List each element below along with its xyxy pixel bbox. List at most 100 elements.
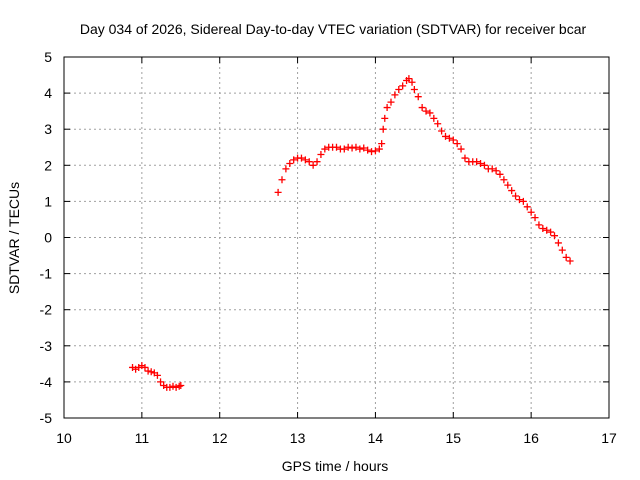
data-point bbox=[488, 165, 496, 173]
y-tick-label: -4 bbox=[40, 374, 53, 390]
data-point bbox=[381, 114, 389, 122]
data-point bbox=[175, 382, 183, 390]
y-tick-label: 2 bbox=[44, 157, 52, 173]
data-point bbox=[278, 176, 286, 184]
data-point bbox=[391, 91, 399, 99]
series-2 bbox=[274, 75, 574, 265]
data-point bbox=[547, 228, 555, 236]
data-point bbox=[438, 127, 446, 135]
series-1 bbox=[129, 362, 185, 391]
x-axis-label: GPS time / hours bbox=[282, 458, 389, 474]
y-tick-label: -1 bbox=[40, 266, 53, 282]
data-point bbox=[356, 145, 364, 153]
x-tick-label: 14 bbox=[368, 430, 384, 446]
y-tick-label: 0 bbox=[44, 230, 52, 246]
data-point bbox=[360, 144, 368, 152]
data-point bbox=[166, 383, 174, 391]
data-point bbox=[368, 148, 376, 156]
data-point bbox=[321, 145, 329, 153]
data-point bbox=[348, 144, 356, 152]
data-point bbox=[290, 156, 298, 164]
data-point bbox=[449, 136, 457, 144]
data-point bbox=[531, 214, 539, 222]
data-point bbox=[383, 104, 391, 112]
data-point bbox=[144, 367, 152, 375]
data-point bbox=[418, 104, 426, 112]
x-tick-label: 13 bbox=[290, 430, 306, 446]
data-point bbox=[305, 158, 313, 166]
data-point bbox=[387, 98, 395, 106]
data-point bbox=[399, 82, 407, 90]
data-point bbox=[477, 159, 485, 167]
data-point bbox=[177, 382, 185, 390]
data-point bbox=[539, 224, 547, 232]
data-point bbox=[282, 165, 290, 173]
data-point bbox=[379, 125, 387, 133]
data-point bbox=[453, 140, 461, 148]
y-tick-label: 5 bbox=[44, 49, 52, 65]
data-point bbox=[371, 147, 379, 155]
data-point bbox=[317, 150, 325, 158]
x-tick-label: 11 bbox=[135, 430, 150, 446]
data-point bbox=[378, 140, 386, 148]
data-point bbox=[301, 156, 309, 164]
data-point bbox=[480, 161, 488, 169]
data-point bbox=[519, 197, 527, 205]
data-point bbox=[543, 226, 551, 234]
y-tick-label: -3 bbox=[40, 338, 53, 354]
data-point bbox=[434, 120, 442, 128]
data-point bbox=[426, 109, 434, 117]
data-point bbox=[157, 378, 165, 386]
plot-frame bbox=[63, 56, 610, 419]
data-point bbox=[515, 196, 523, 204]
data-point bbox=[430, 114, 438, 122]
data-point bbox=[352, 143, 360, 151]
data-point bbox=[512, 192, 520, 200]
data-point bbox=[395, 85, 403, 93]
data-point bbox=[473, 158, 481, 166]
data-point bbox=[422, 107, 430, 115]
y-tick-label: 1 bbox=[44, 193, 52, 209]
data-point bbox=[153, 371, 161, 379]
data-point bbox=[309, 161, 317, 169]
data-point bbox=[408, 78, 416, 86]
data-point bbox=[410, 85, 418, 93]
x-tick-label: 10 bbox=[56, 430, 72, 446]
data-point bbox=[523, 203, 531, 211]
data-point bbox=[172, 383, 180, 391]
y-tick-label: -5 bbox=[40, 410, 53, 426]
data-point bbox=[457, 145, 465, 153]
x-tick-label: 17 bbox=[601, 430, 617, 446]
data-point bbox=[492, 167, 500, 175]
data-point bbox=[141, 363, 149, 371]
data-point bbox=[551, 232, 558, 240]
x-tick-label: 15 bbox=[445, 430, 461, 446]
x-tick-label: 12 bbox=[212, 430, 228, 446]
data-point bbox=[504, 181, 512, 189]
data-point bbox=[313, 158, 321, 166]
data-point bbox=[405, 75, 413, 83]
data-point bbox=[558, 246, 566, 254]
data-point bbox=[535, 221, 543, 229]
y-tick-label: 3 bbox=[44, 121, 52, 137]
data-point bbox=[508, 187, 516, 195]
y-tick-labels: -5 -4 -3 -2 -1 0 1 2 3 4 5 bbox=[40, 49, 53, 426]
data-point bbox=[169, 382, 177, 390]
data-point bbox=[297, 154, 305, 162]
data-point bbox=[414, 93, 422, 101]
data-point bbox=[344, 143, 352, 151]
data-point bbox=[442, 132, 449, 140]
data-point bbox=[375, 145, 383, 153]
data-point bbox=[554, 239, 562, 247]
data-point bbox=[274, 188, 282, 196]
data-point bbox=[445, 134, 453, 142]
data-point bbox=[147, 368, 155, 376]
y-tick-label: -2 bbox=[40, 302, 53, 318]
data-point bbox=[496, 170, 504, 178]
x-tick-label: 16 bbox=[523, 430, 539, 446]
data-point bbox=[340, 145, 348, 153]
data-point bbox=[566, 257, 574, 265]
data-point bbox=[562, 253, 570, 261]
data-points bbox=[129, 75, 574, 391]
